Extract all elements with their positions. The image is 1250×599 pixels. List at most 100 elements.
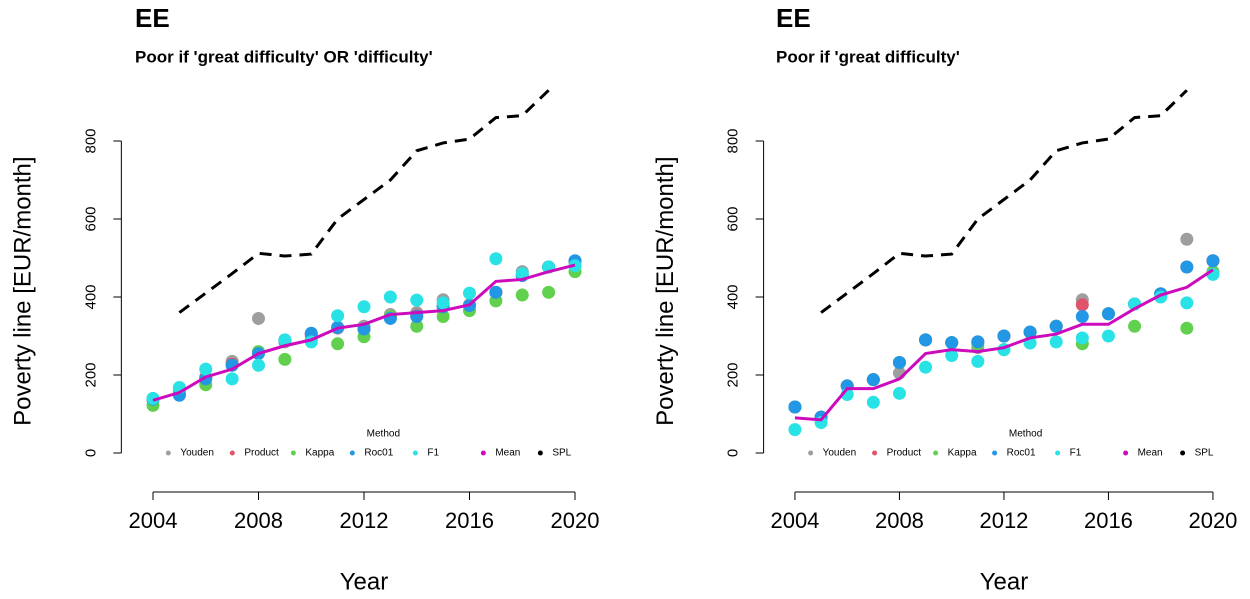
panel: EE Poor if 'great difficulty' OR 'difficu…	[10, 3, 600, 595]
dashed-line	[820, 89, 1188, 314]
legend-marker	[1123, 450, 1129, 456]
dashed-line	[178, 89, 550, 314]
point	[410, 293, 424, 307]
point	[1101, 329, 1115, 343]
point	[436, 310, 450, 323]
point	[515, 267, 529, 281]
legend-label: Product	[244, 448, 279, 459]
x-tick-label: 2008	[234, 508, 283, 533]
point	[252, 358, 265, 372]
legend-label: Youden	[823, 448, 857, 459]
y-tick-label: 200	[725, 362, 742, 387]
x-tick-label: 2012	[979, 508, 1028, 533]
y-tick-label: 0	[82, 449, 99, 457]
legend-marker	[537, 450, 543, 456]
legend-marker	[480, 450, 486, 456]
legend-label: Mean	[495, 448, 520, 459]
x-axis-title: Year	[980, 568, 1029, 595]
point	[1180, 260, 1194, 274]
legend-label: Roc01	[1007, 448, 1036, 459]
legend-marker	[349, 450, 355, 456]
point	[1023, 325, 1037, 339]
y-tick-label: 600	[725, 206, 742, 231]
x-tick-label: 2008	[875, 508, 924, 533]
point	[892, 386, 906, 400]
legend-label: Youden	[180, 448, 214, 459]
point	[278, 333, 292, 347]
y-axis-title: Poverty line [EUR/month]	[652, 156, 679, 425]
y-tick-label: 400	[725, 284, 742, 309]
point	[788, 423, 802, 437]
line	[152, 263, 576, 402]
legend-label: F1	[1070, 448, 1082, 459]
point	[919, 360, 933, 374]
point	[945, 336, 959, 350]
x-tick-label: 2004	[770, 508, 819, 533]
point	[515, 288, 529, 302]
legend-marker	[933, 450, 939, 456]
x-tick-label: 2012	[340, 508, 389, 533]
point	[1101, 307, 1115, 321]
point	[1206, 254, 1220, 268]
point	[331, 337, 345, 351]
legend-marker	[872, 450, 878, 456]
point	[542, 285, 556, 299]
x-tick-label: 2004	[129, 508, 178, 533]
x-tick-label: 2020	[1188, 508, 1237, 533]
point	[278, 352, 292, 366]
point	[997, 329, 1011, 343]
point	[1128, 319, 1142, 333]
point	[1049, 335, 1063, 349]
legend-label: Roc01	[364, 448, 393, 459]
point	[252, 311, 265, 325]
legend-title: Method	[367, 429, 400, 440]
point	[357, 300, 371, 314]
point	[892, 356, 906, 370]
chart-title: EE	[135, 3, 170, 33]
point	[866, 373, 880, 387]
x-tick-label: 2020	[551, 508, 600, 533]
point	[1075, 298, 1089, 312]
panel: EE Poor if 'great difficulty' Poverty line…	[652, 3, 1237, 595]
legend-marker	[412, 450, 418, 456]
point	[1075, 310, 1089, 323]
point	[1180, 321, 1194, 335]
point	[410, 319, 424, 333]
point	[1049, 319, 1063, 333]
legend-marker	[1180, 450, 1186, 456]
chart-subtitle: Poor if 'great difficulty'	[776, 47, 960, 66]
legend-label: Kappa	[948, 448, 977, 459]
legend-label: Mean	[1138, 448, 1163, 459]
point	[489, 285, 503, 299]
point	[489, 252, 503, 266]
point	[463, 286, 476, 300]
point	[383, 290, 397, 304]
legend-label: SPL	[552, 448, 571, 459]
point	[788, 400, 802, 414]
chart-subtitle: Poor if 'great difficulty' OR 'difficult…	[135, 47, 433, 66]
legend-marker	[165, 450, 171, 456]
point	[919, 333, 933, 347]
legend-marker	[229, 450, 235, 456]
y-tick-label: 800	[725, 128, 742, 153]
point	[866, 395, 880, 409]
point	[199, 362, 213, 376]
legend-label: Kappa	[305, 448, 334, 459]
point	[331, 309, 345, 323]
y-tick-label: 200	[82, 362, 99, 387]
legend-marker	[290, 450, 296, 456]
legend-marker	[808, 450, 814, 456]
line	[794, 268, 1214, 422]
y-tick-label: 800	[82, 128, 99, 153]
legend-label: F1	[427, 448, 439, 459]
y-tick-label: 0	[725, 449, 742, 457]
point	[1075, 331, 1089, 345]
point	[225, 372, 239, 386]
chart-title: EE	[776, 3, 811, 33]
legend-marker	[992, 450, 998, 456]
point	[146, 391, 160, 405]
point	[436, 296, 450, 310]
y-tick-label: 400	[82, 284, 99, 309]
point	[945, 349, 959, 362]
